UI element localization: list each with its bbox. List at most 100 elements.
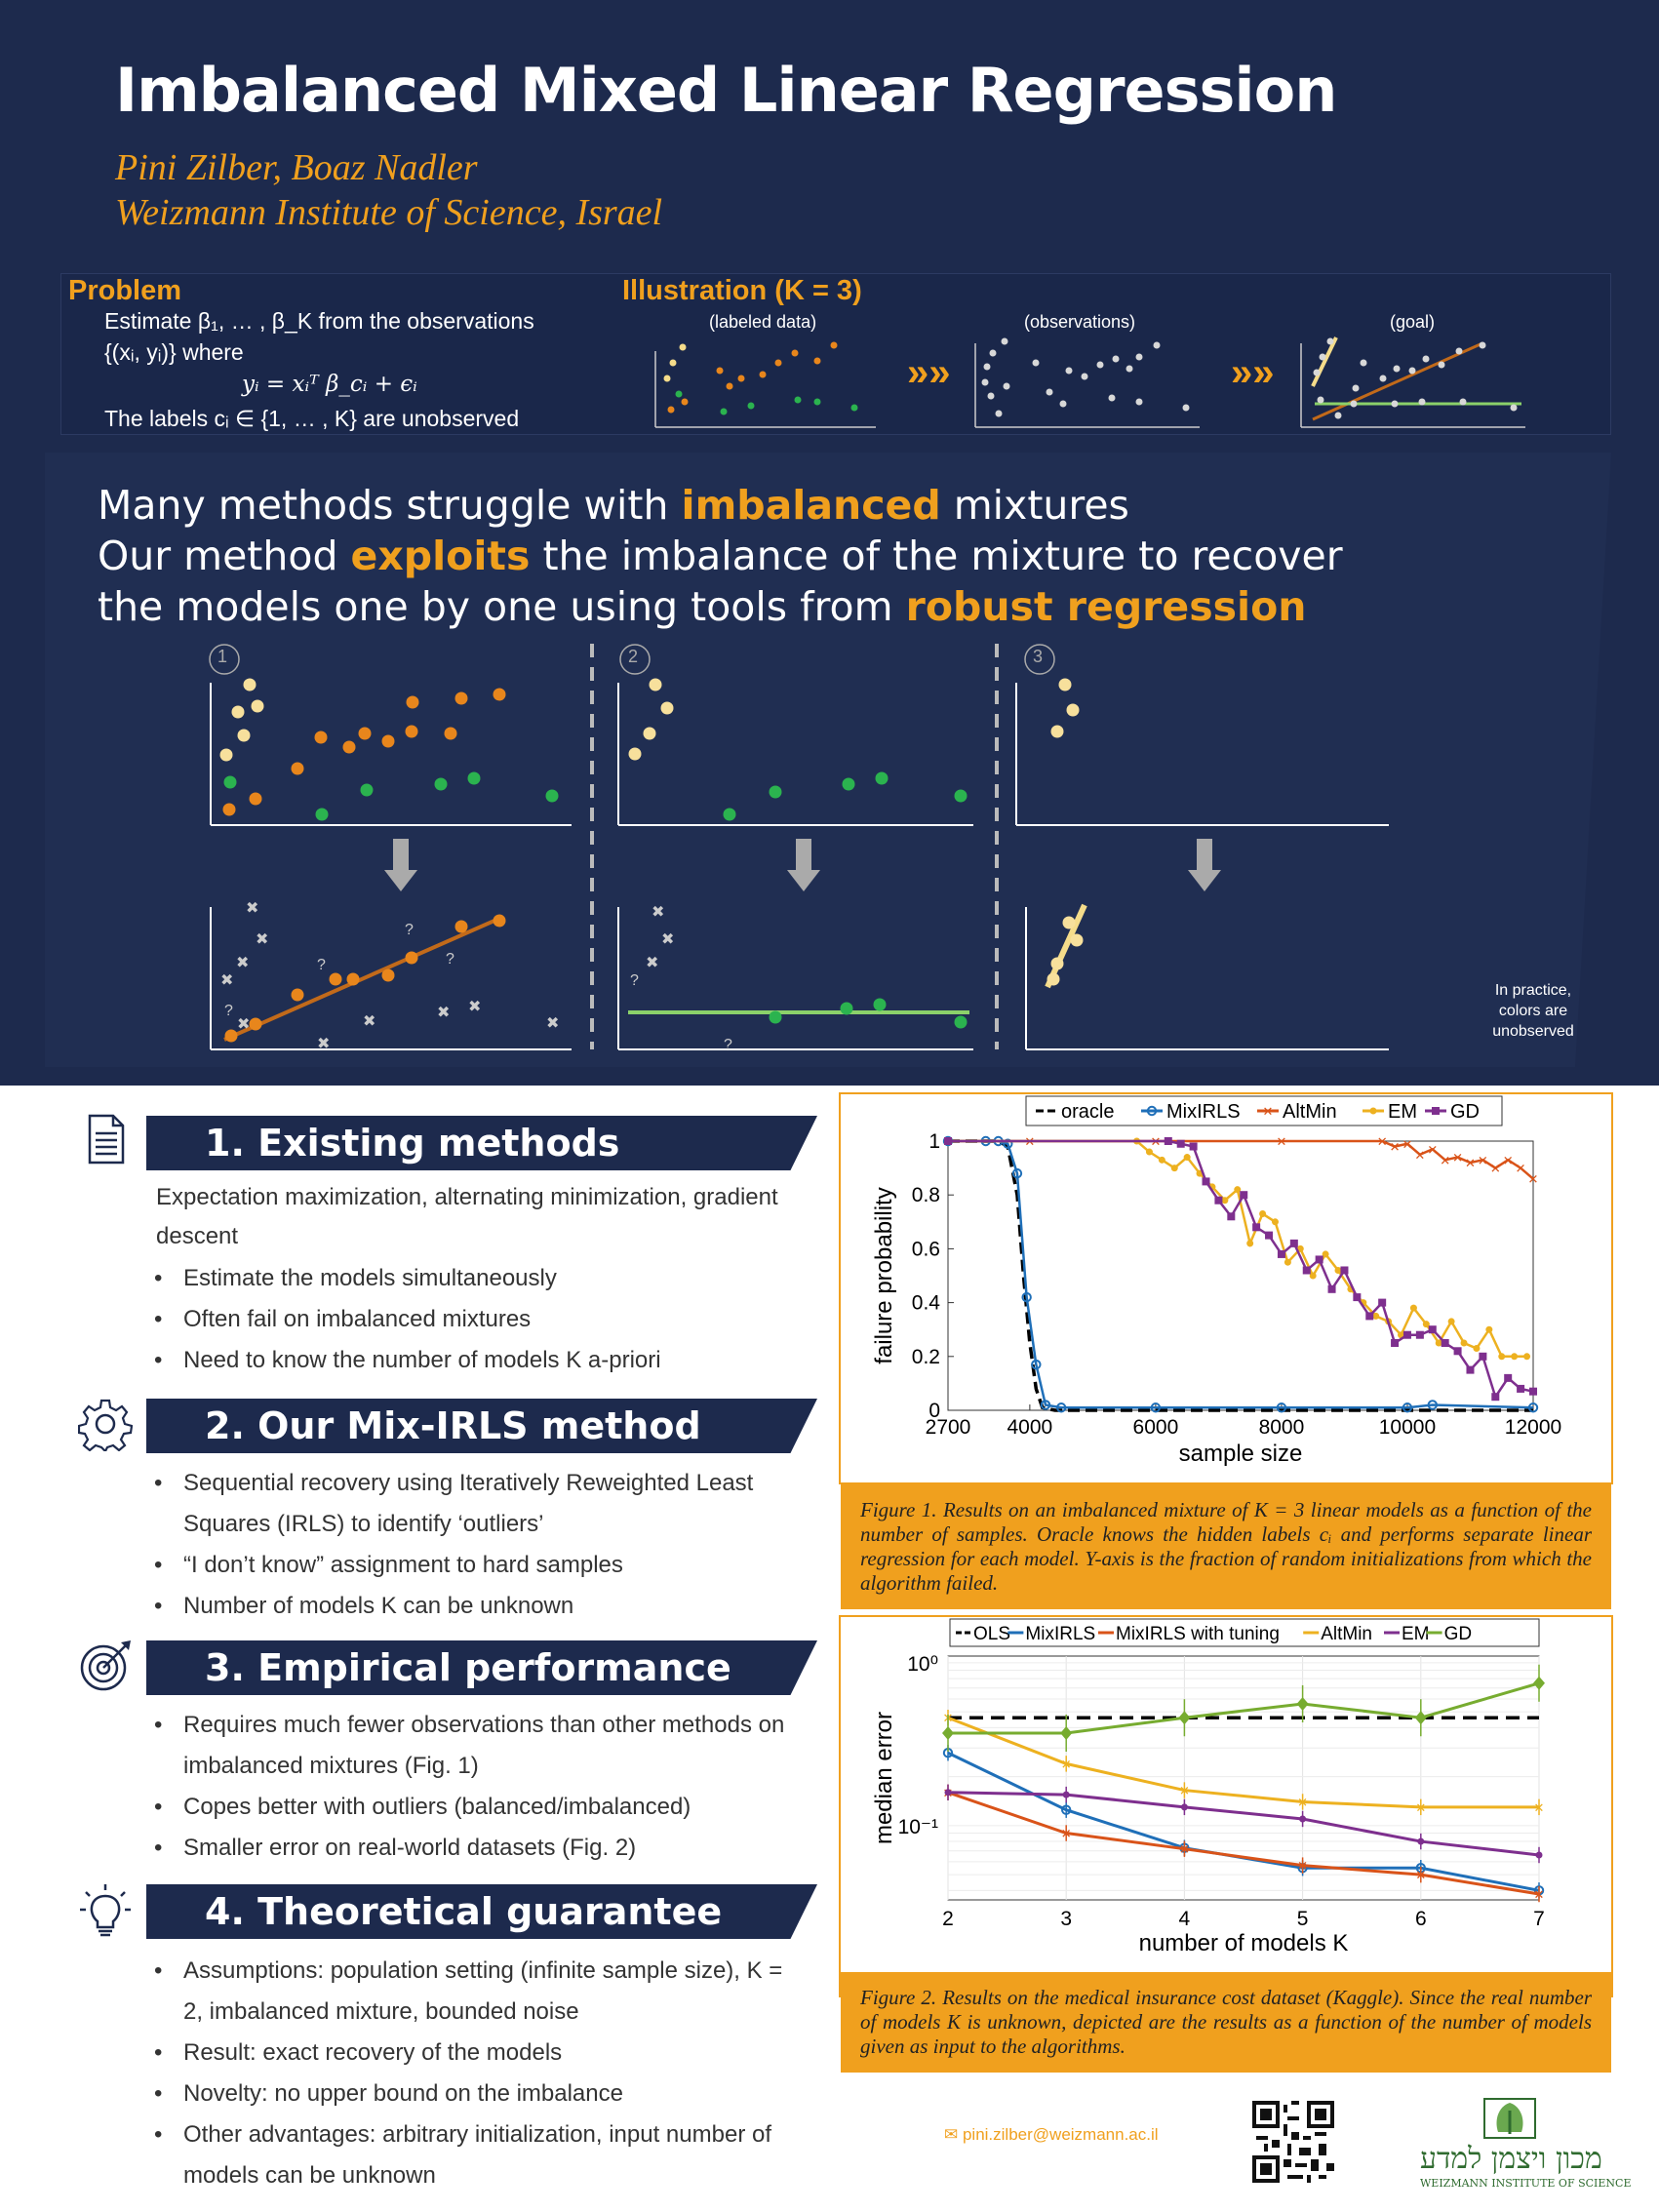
em-point [1062,1791,1070,1798]
y-tick-label: 0.2 [912,1346,940,1368]
cross-point: ✕ [1415,1801,1426,1816]
svg-text:✖: ✖ [546,1015,559,1032]
gd-point [1391,1339,1400,1347]
gd-point [1402,1330,1411,1339]
svg-text:✖: ✖ [237,1016,250,1033]
x-tick-label: 2700 [926,1416,971,1439]
headline-line-2: Our method exploits the imbalance of the… [98,533,1343,579]
em-point [1145,1148,1153,1156]
mixirls-point [1055,1402,1067,1413]
gd-point [1178,1711,1191,1725]
mixirls-point [1061,1804,1072,1815]
x-tick-label: 10000 [1379,1416,1436,1439]
gd-point [1327,1284,1336,1293]
y-tick-label: 10⁰ [907,1653,938,1676]
x-tick-label: 7 [1533,1908,1545,1930]
section-1-bullet: Estimate the models simultaneously [154,1258,808,1299]
document-icon [88,1114,125,1165]
qr-code-icon[interactable] [1252,2101,1334,2183]
legend-label: MixIRLS [1025,1624,1095,1644]
cross-point: ✕ [1465,1157,1476,1171]
mixirls-point [1003,1138,1013,1149]
illustration-label-2: (observations) [1024,312,1136,332]
svg-text:?: ? [317,957,326,973]
y-tick-label: 0 [928,1400,940,1422]
problem-equation: yᵢ = xᵢᵀ β_cᵢ + ϵᵢ [242,372,417,397]
em-point [1234,1186,1242,1194]
series-line-altmin [948,1139,1534,1180]
step3-fit-plot [1025,903,1389,1050]
cross-point: ✕ [1297,1860,1308,1875]
problem-heading: Problem [68,275,182,306]
y-tick-label: 0.4 [912,1292,941,1315]
gd-point [1432,1107,1440,1115]
cross-point: ✕ [1516,1163,1526,1177]
em-point [1523,1353,1531,1361]
cross-point: ✕ [1297,1796,1308,1810]
mixirls-point [1276,1402,1287,1413]
section-1-intro: Expectation maximization, alternating mi… [156,1184,778,1249]
gd-point [1315,1255,1323,1264]
section-2-bullet: “I don’t know” assignment to hard sample… [154,1545,808,1586]
svg-text:?: ? [724,1037,732,1053]
lightbulb-icon [80,1884,131,1937]
gd-point [1277,1249,1285,1258]
cross-point: ✕ [1490,1163,1501,1177]
gd-point [1252,1223,1261,1232]
em-point [944,1789,952,1797]
legend-label: EM [1402,1624,1430,1644]
mixirls-point [1527,1402,1539,1413]
x-tick-label: 3 [1060,1908,1072,1930]
em-point [1221,1197,1229,1205]
gd-point [1060,1726,1073,1741]
em-point [1535,1851,1543,1859]
gd-point [1441,1339,1449,1347]
svg-text:?: ? [405,922,414,938]
figure-2-chart: 10⁰ 10⁻¹ 2 3 4 5 6 7 number of models K median er… [871,1618,1545,1956]
em-point [1271,1218,1279,1226]
gd-point [1517,1384,1525,1393]
mixirls-point [1021,1291,1032,1303]
legend-label: AltMin [1321,1624,1372,1644]
side-note: In practice, colors are unobserved [1492,982,1574,1040]
legend-label: GD [1444,1624,1473,1644]
gear-icon [78,1399,133,1451]
em-point [1322,1250,1329,1258]
svg-text:✖: ✖ [468,999,481,1015]
em-point [1180,1803,1188,1811]
x-axis-label: number of models K [1139,1930,1349,1956]
illustration-heading: Illustration (K = 3) [622,275,862,306]
series-line-altmin [947,1716,1539,1809]
step3-data-plot [1015,678,1389,826]
gd-point [1202,1177,1210,1186]
plot-area [947,1655,1540,1901]
figure-2-caption: Figure 2. Results on the medical insuran… [841,1972,1611,2073]
x-axis-label: sample size [1179,1441,1303,1467]
contact-email[interactable]: ✉ pini.zilber@weizmann.ac.il [944,2125,1159,2144]
svg-text:✖: ✖ [256,931,268,948]
mixirls-point [1402,1402,1413,1413]
figure-1-chart: 0 0.2 0.4 0.6 0.8 1 2700 4000 6000 8000 10000 12000… [871,1095,1561,1467]
mixirls-point [1427,1400,1438,1410]
em-point [1473,1345,1481,1353]
x-tick-label: 4 [1179,1908,1191,1930]
em-point [1435,1339,1442,1347]
em-point [1460,1339,1468,1347]
em-point [1417,1837,1425,1845]
cross-point: ✕ [1534,1801,1545,1816]
svg-text:✖: ✖ [220,972,233,989]
gd-point [1466,1365,1475,1374]
mini-plot-observations [974,337,1200,428]
headline-line-1: Many methods struggle with imbalanced mi… [98,482,1129,529]
legend-label: GD [1450,1101,1480,1123]
gd-point [1453,1347,1462,1356]
gd-point [1479,1352,1487,1361]
legend-label: MixIRLS with tuning [1116,1624,1280,1644]
down-arrow-icon [384,839,1221,891]
chevrons-icon: »» [1231,351,1275,394]
em-point [1259,1210,1267,1218]
em-point [1284,1258,1291,1266]
problem-line-1: Estimate β₁, … , β_K from the observatio… [104,308,534,334]
svg-text:✖: ✖ [661,931,674,948]
em-point [1409,1304,1417,1312]
